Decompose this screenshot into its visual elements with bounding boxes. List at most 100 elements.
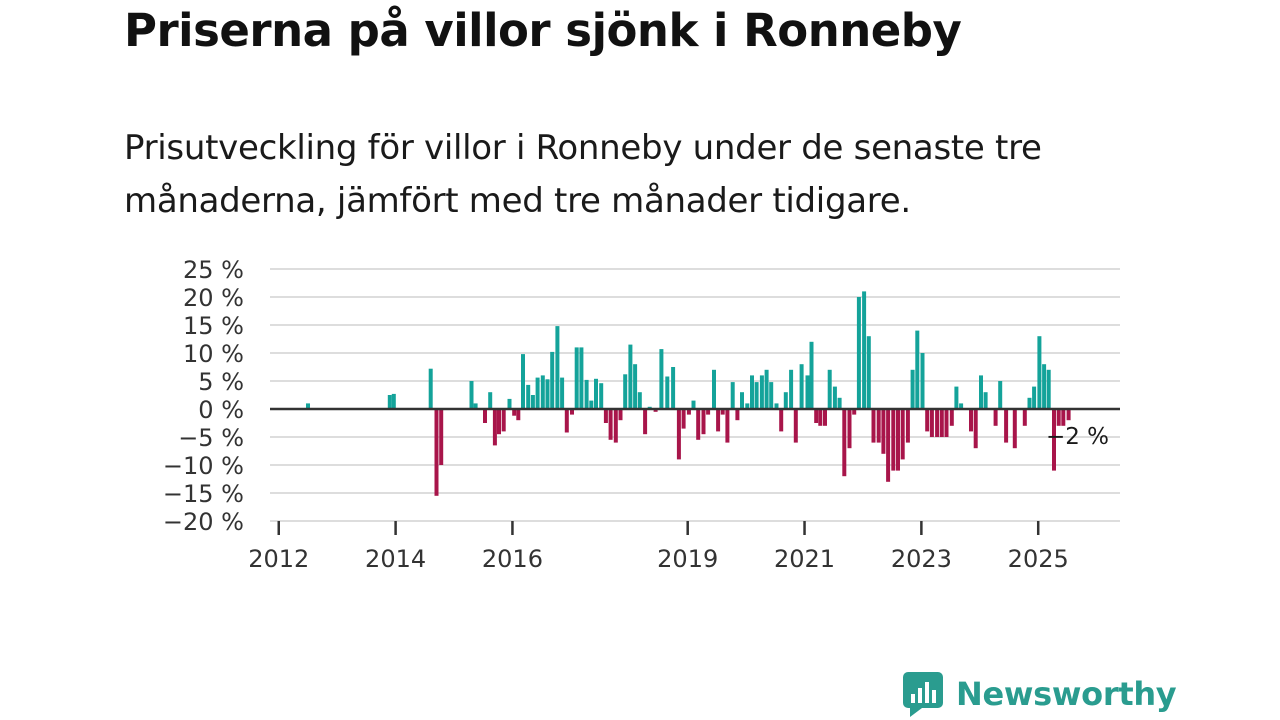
bar: [428, 368, 433, 409]
bar: [983, 392, 988, 409]
bar: [676, 409, 681, 460]
bar: [866, 336, 871, 409]
bar: [671, 367, 676, 409]
bar: [720, 409, 725, 415]
bar: [935, 409, 940, 437]
x-tick-label: 2014: [365, 545, 426, 573]
bar: [847, 409, 852, 449]
bar: [712, 369, 716, 409]
bar: [944, 409, 949, 437]
bar: [643, 409, 648, 435]
bar: [716, 409, 721, 432]
y-tick-label: −5 %: [178, 424, 244, 452]
bar: [488, 392, 493, 409]
bar: [579, 347, 584, 409]
bar: [618, 409, 623, 421]
bar: [837, 397, 842, 409]
bar: [1052, 409, 1056, 471]
bar: [993, 409, 998, 426]
bar: [659, 349, 664, 409]
bar: [540, 375, 545, 409]
x-tick-label: 2023: [891, 545, 952, 573]
bar: [740, 392, 744, 409]
last-value-label: −2 %: [1046, 424, 1109, 450]
bar: [809, 341, 814, 409]
bar: [434, 409, 439, 496]
bar: [1022, 409, 1027, 426]
bar: [920, 353, 925, 409]
bar: [706, 409, 711, 415]
bars: [306, 291, 1071, 496]
bar: [730, 382, 735, 409]
bar: [560, 377, 565, 409]
bar: [439, 409, 444, 465]
bar: [750, 375, 754, 409]
bar: [628, 344, 633, 409]
bar: [886, 409, 891, 482]
bar: [665, 376, 670, 409]
bar: [949, 409, 954, 426]
y-tick-label: 15 %: [183, 312, 244, 340]
bar: [842, 409, 847, 477]
bar: [823, 409, 827, 426]
chart-subtitle: Prisutveckling för villor i Ronneby unde…: [124, 128, 1042, 221]
bar: [959, 403, 964, 409]
bar: [827, 369, 832, 409]
y-tick-label: 25 %: [183, 256, 244, 284]
bar: [915, 330, 920, 409]
bar: [613, 409, 618, 443]
chart-title: Priserna på villor sjönk i Ronneby: [124, 4, 962, 57]
bar: [789, 369, 794, 409]
bar: [589, 400, 594, 409]
y-tick-label: 5 %: [198, 368, 244, 396]
y-tick-label: −10 %: [163, 452, 244, 480]
bar: [469, 381, 474, 409]
bar: [570, 409, 574, 415]
bar: [483, 409, 487, 423]
bar: [832, 386, 837, 409]
bar: [526, 384, 531, 409]
bar: [799, 364, 804, 409]
y-tick-label: 10 %: [183, 340, 244, 368]
bar: [896, 409, 900, 471]
bar: [1032, 386, 1037, 409]
bar: [584, 379, 589, 409]
bar: [979, 375, 983, 409]
bar: [535, 377, 540, 409]
bar: [818, 409, 823, 426]
bar: [387, 395, 392, 409]
x-tick-label: 2021: [774, 545, 835, 573]
y-tick-label: 20 %: [183, 284, 244, 312]
bar: [793, 409, 798, 443]
y-tick-label: −20 %: [163, 508, 244, 536]
y-tick-label: −15 %: [163, 480, 244, 508]
bar: [891, 409, 896, 471]
bar: [939, 409, 944, 437]
bar: [574, 347, 579, 409]
bar: [929, 409, 934, 437]
bar: [686, 409, 691, 415]
bar: [516, 409, 521, 421]
bar: [856, 297, 861, 409]
bar: [925, 409, 930, 432]
bar: [973, 409, 978, 449]
bar: [1042, 364, 1047, 409]
bar: [774, 403, 779, 409]
bar: [881, 409, 886, 454]
bar: [1027, 397, 1032, 409]
bar: [735, 409, 740, 421]
bar: [507, 398, 512, 409]
bar: [550, 351, 555, 409]
bar: [754, 382, 759, 409]
newsworthy-logo-icon: [903, 672, 943, 717]
bar: [623, 374, 628, 409]
bar: [1066, 409, 1071, 421]
bar: [681, 409, 686, 429]
bar: [599, 383, 604, 409]
bar: [905, 409, 910, 443]
bar: [1012, 409, 1017, 449]
bar: [759, 375, 764, 409]
bar: [653, 409, 658, 412]
bar: [594, 378, 598, 409]
bar: [764, 369, 769, 409]
